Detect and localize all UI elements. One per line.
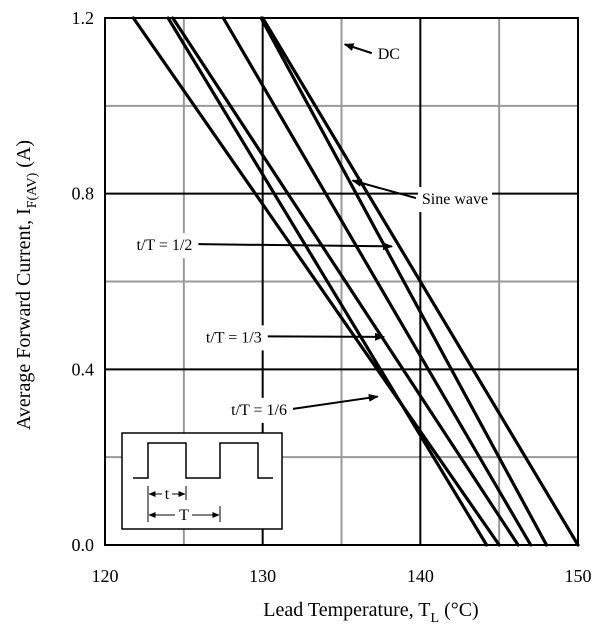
y-tick-label: 0.0	[72, 535, 95, 555]
pulse-inset: t T	[121, 432, 283, 530]
y-axis-title-sub: F(AV)	[25, 172, 40, 208]
x-axis-title: Lead Temperature, TL (°C)	[263, 599, 478, 626]
annotation-background	[201, 325, 266, 351]
series-line	[131, 16, 501, 547]
x-tick-label: 150	[565, 566, 592, 586]
y-axis-title-tail: (A)	[13, 140, 35, 173]
x-tick-label: 140	[407, 566, 434, 586]
x-tick-label: 120	[92, 566, 119, 586]
pulse-waveform-icon	[133, 442, 273, 479]
x-axis-title-main: Lead Temperature, T	[263, 599, 430, 621]
tick-labels: 120 130 140 150 0.0 0.4 0.8 1.2	[72, 8, 592, 586]
curves	[131, 16, 580, 547]
annotation-label: DC	[378, 46, 400, 63]
series-line	[221, 16, 533, 547]
y-axis-title-main: Average Forward Current, I	[13, 208, 35, 430]
annotation-arrow	[292, 393, 379, 410]
inset-T-label: T	[179, 507, 189, 524]
series-line	[166, 16, 489, 547]
series-line	[259, 16, 549, 547]
inset-t-label: t	[165, 486, 170, 503]
annotation-arrow	[351, 179, 417, 200]
y-axis-title: Average Forward Current, IF(AV) (A)	[13, 140, 40, 430]
annotation-label: t/T = 1/6	[231, 402, 287, 419]
annotation-label: t/T = 1/3	[206, 329, 262, 346]
annotation-arrow	[198, 242, 393, 251]
x-axis-title-tail: (°C)	[439, 599, 479, 621]
annotation-label: t/T = 1/2	[137, 237, 193, 254]
annotation-background	[227, 397, 291, 423]
annotation-arrow	[343, 43, 373, 55]
annotation-label: Sine wave	[422, 191, 488, 208]
series-line	[171, 16, 520, 547]
series-line	[261, 16, 580, 547]
annotation-background	[417, 187, 493, 213]
annotation-background	[373, 42, 404, 68]
annotation-background	[132, 233, 197, 259]
y-tick-label: 0.4	[72, 359, 95, 379]
annotations: DC Sine wave t/T = 1/2 t/T = 1/3 t/T = 1/6	[132, 42, 493, 423]
plot-frame	[104, 17, 579, 546]
x-tick-label: 130	[249, 566, 276, 586]
y-tick-label: 1.2	[72, 8, 95, 28]
x-axis-title-sub: L	[431, 611, 440, 626]
y-tick-label: 0.8	[72, 184, 95, 204]
